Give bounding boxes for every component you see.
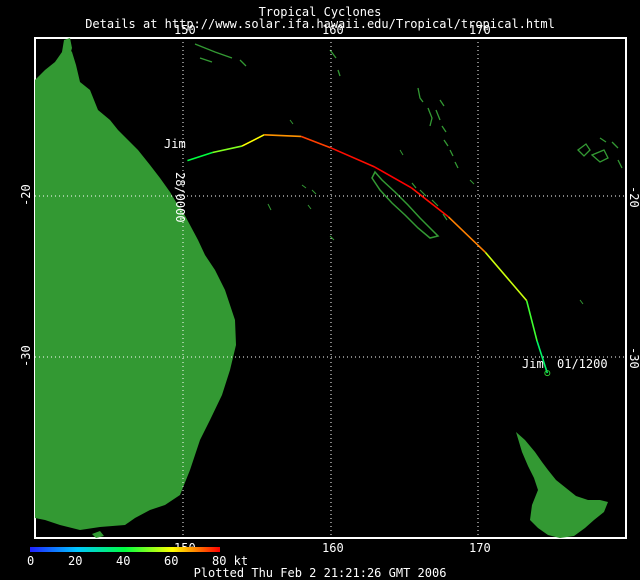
lon-label-top-170: 170 (469, 23, 491, 37)
map-title: Tropical Cyclones (258, 5, 382, 19)
track-segment (300, 135, 331, 149)
track-segment (241, 134, 265, 147)
storm-track (187, 134, 551, 377)
new-caledonia (371, 170, 440, 239)
australia-landmass (35, 45, 236, 530)
details-url: Details at http://www.solar.ifa.hawaii.e… (85, 17, 555, 31)
lat-label-left-20: -20 (19, 184, 33, 206)
plot-timestamp: Plotted Thu Feb 2 21:21:26 GMT 2006 (193, 566, 447, 580)
loyalty-islands (411, 182, 448, 221)
bass-strait-islands (92, 531, 104, 538)
track-segment (187, 151, 213, 162)
coral-sea-reefs (267, 119, 584, 305)
track-segment (525, 300, 538, 342)
lon-label-bottom-160: 160 (322, 541, 344, 555)
vanuatu (417, 87, 459, 169)
lat-label-right-20: -20 (627, 186, 640, 208)
track-end-marker (544, 370, 551, 377)
lon-label-top-160: 160 (322, 23, 344, 37)
storm-end-name: Jim (522, 357, 544, 371)
lon-label-bottom-170: 170 (469, 541, 491, 555)
track-segment (484, 251, 528, 302)
legend-tick-40: 40 (116, 554, 130, 568)
storm-end-time: 01/1200 (557, 357, 608, 371)
solomon-islands (194, 43, 341, 77)
new-zealand-north-island (516, 432, 608, 538)
track-segment (447, 216, 486, 253)
track-segment (264, 134, 302, 138)
intensity-colorbar (30, 547, 220, 552)
storm-start-time: 28/0000 (173, 172, 187, 223)
track-segment (212, 145, 243, 154)
track-segment (374, 166, 413, 189)
track-segment (330, 146, 376, 168)
legend-tick-0: 0 (27, 554, 34, 568)
graticule (35, 38, 626, 538)
storm-start-name: Jim (164, 137, 186, 151)
lat-label-left-30: -30 (19, 345, 33, 367)
fiji (577, 137, 623, 169)
legend-tick-60: 60 (164, 554, 178, 568)
cape-york (62, 38, 72, 55)
track-segment (411, 187, 449, 218)
legend-tick-20: 20 (68, 554, 82, 568)
legend-tick-80: 80 kt (212, 554, 248, 568)
lon-label-top-150: 150 (174, 23, 196, 37)
lat-label-right-30: -30 (627, 347, 640, 369)
track-segment (536, 340, 549, 374)
